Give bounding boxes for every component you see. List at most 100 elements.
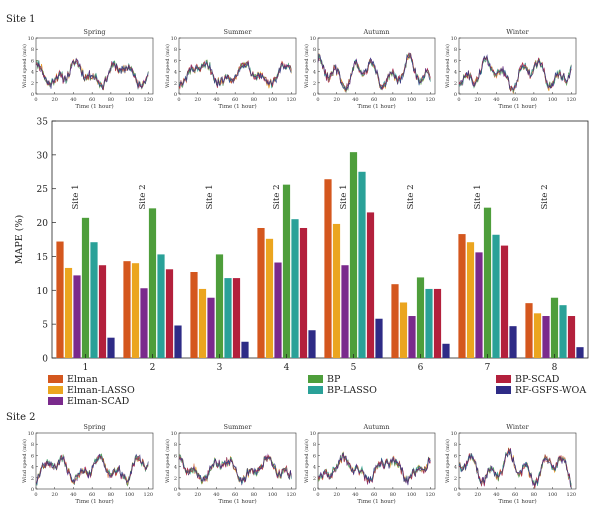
y-tick-label: 2	[31, 476, 34, 482]
panel-title: Winter	[506, 423, 529, 431]
series-line	[317, 451, 431, 483]
bar-bp-lasso	[559, 305, 567, 358]
series-line	[35, 57, 149, 91]
legend-swatch	[496, 375, 511, 383]
x-axis-label: Time (1 hour)	[357, 498, 395, 505]
y-tick-label: 0	[313, 487, 316, 493]
x-tick-label: 80	[390, 97, 396, 103]
group-annotation: Site 2	[406, 184, 416, 209]
panel-title: Spring	[83, 28, 105, 36]
y-tick-label: 4	[313, 465, 316, 471]
y-tick-label: 6	[313, 453, 316, 459]
y-tick-label: 25	[37, 185, 49, 195]
x-tick-label: 80	[251, 492, 257, 498]
y-axis-label: Wind speed (m/s)	[164, 44, 171, 88]
x-tick-label: 60	[89, 492, 95, 498]
y-tick-label: 2	[313, 476, 316, 482]
legend-swatch	[308, 386, 323, 394]
y-tick-label: 8	[31, 47, 34, 53]
x-tick-label: 100	[548, 492, 558, 498]
panel-frame	[458, 432, 577, 490]
bar-elman	[324, 179, 332, 358]
legend-label: RF-GSFS-WOA	[515, 385, 586, 396]
x-tick-label: 80	[251, 97, 257, 103]
bar-elman	[123, 261, 131, 358]
x-tick-label: 60	[89, 97, 95, 103]
x-tick-label: 1	[83, 363, 89, 373]
bar-elman	[257, 227, 265, 358]
bar-group-2: 2 Site 2	[123, 184, 182, 373]
x-axis-label: Time (1 hour)	[498, 103, 536, 110]
group-annotation: Site 1	[339, 184, 349, 209]
x-tick-label: 0	[34, 97, 37, 103]
mape-bar-chart: 0 5 10 15 20 25 30 35 MAPE (%) 1 Site 1 2 Site 2 3 Sit…	[14, 118, 589, 373]
y-tick-label: 6	[313, 58, 316, 64]
y-tick-label: 35	[37, 118, 49, 128]
x-tick-label: 0	[457, 97, 460, 103]
series-line	[178, 59, 292, 89]
y-tick-label: 5	[42, 321, 48, 331]
series-line	[458, 55, 572, 92]
group-annotation: Site 1	[71, 184, 81, 209]
bar-elman-lasso	[466, 242, 475, 358]
y-axis-label: Wind speed (m/s)	[444, 44, 451, 88]
bar-elman-lasso	[332, 223, 341, 358]
bar-bp-lasso	[157, 254, 165, 358]
x-tick-label: 20	[334, 97, 340, 103]
y-tick-label: 10	[451, 431, 457, 437]
x-tick-label: 100	[125, 492, 135, 498]
series-line	[35, 57, 149, 90]
series-line	[35, 60, 149, 91]
bar-bp	[215, 254, 224, 358]
y-tick-label: 6	[174, 453, 177, 459]
legend-swatch	[48, 386, 63, 394]
series-line	[458, 56, 572, 93]
legend-label: BP-SCAD	[515, 374, 560, 385]
x-tick-label: 0	[34, 492, 37, 498]
x-tick-label: 100	[268, 97, 278, 103]
y-tick-label: 2	[174, 81, 177, 87]
legend-item-elman: Elman	[48, 374, 98, 385]
legend-swatch	[48, 397, 63, 405]
x-tick-label: 20	[195, 492, 201, 498]
y-tick-label: 2	[174, 476, 177, 482]
x-axis-label: Time (1 hour)	[75, 103, 113, 110]
bar-group-6: 6 Site 2	[391, 184, 450, 373]
y-axis-label: Wind speed (m/s)	[164, 439, 171, 483]
x-axis-label: Time (1 hour)	[218, 498, 256, 505]
y-tick-label: 0	[174, 92, 177, 98]
y-tick-label: 8	[31, 442, 34, 448]
bar-bp-lasso	[425, 288, 433, 358]
x-tick-label: 40	[70, 492, 76, 498]
x-tick-label: 80	[531, 492, 537, 498]
x-tick-label: 100	[407, 97, 417, 103]
series-line	[35, 59, 149, 88]
y-tick-label: 2	[454, 476, 457, 482]
legend-swatch	[308, 375, 323, 383]
series-line	[35, 453, 149, 486]
panel-frame	[317, 432, 436, 490]
series-line	[317, 53, 431, 93]
panel-title: Autumn	[362, 423, 389, 431]
legend-label: Elman-SCAD	[67, 396, 130, 407]
bar-elman-scad	[475, 252, 483, 358]
bar-bp	[416, 277, 425, 358]
bar-elman-scad	[408, 316, 416, 358]
y-tick-label: 10	[171, 431, 177, 437]
x-tick-label: 3	[217, 363, 223, 373]
x-tick-label: 80	[390, 492, 396, 498]
y-tick-label: 0	[454, 487, 457, 493]
y-tick-label: 0	[313, 92, 316, 98]
x-tick-label: 20	[195, 97, 201, 103]
x-tick-label: 100	[125, 97, 135, 103]
y-tick-label: 4	[454, 465, 457, 471]
y-tick-label: 30	[37, 151, 49, 161]
panel-title: Autumn	[362, 28, 389, 36]
bar-bp	[81, 217, 90, 358]
legend-item-elman-lasso: Elman-LASSO	[48, 385, 135, 396]
y-tick-label: 8	[313, 442, 316, 448]
